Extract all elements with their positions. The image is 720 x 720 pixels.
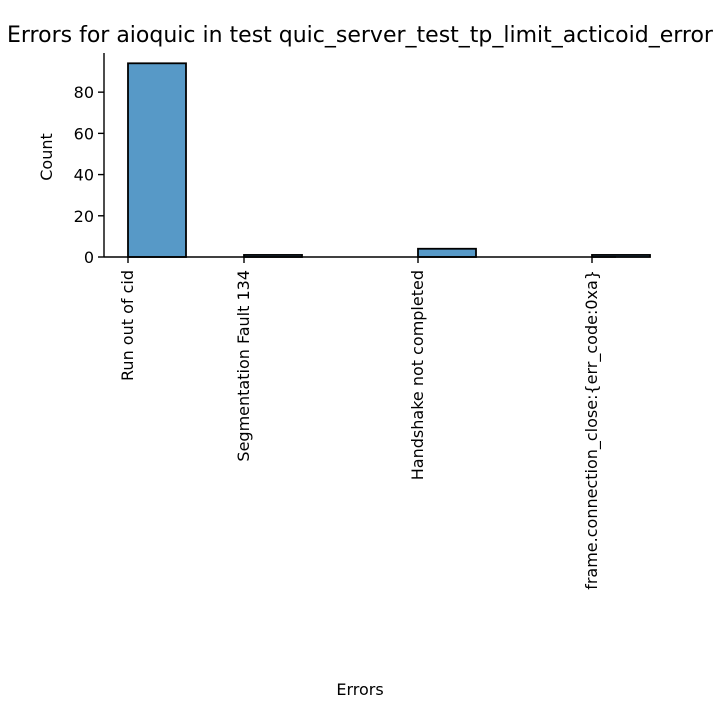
x-ticks-group: Run out of cid Segmentation Fault 134 Hand… (118, 257, 602, 590)
y-tick-label-1: 20 (74, 207, 94, 226)
bar-4 (591, 254, 651, 258)
y-tick-label-4: 80 (74, 83, 94, 102)
x-tick-label-1: Segmentation Fault 134 (234, 270, 253, 462)
x-tick-label-3: frame.connection_close:{err_code:0xa} (582, 270, 602, 590)
bars-group (127, 62, 651, 258)
chart-title: Errors for aioquic in test quic_server_t… (7, 23, 714, 48)
bar-1 (127, 62, 187, 258)
y-tick-label-3: 60 (74, 124, 94, 143)
bar-3 (417, 247, 477, 258)
x-axis-label: Errors (336, 680, 383, 699)
x-tick-label-2: Handshake not completed (408, 270, 427, 480)
y-tick-label-2: 40 (74, 166, 94, 185)
y-tick-label-0: 0 (84, 248, 94, 267)
x-tick-label-0: Run out of cid (118, 270, 137, 381)
y-axis-label: Count (37, 133, 56, 181)
y-ticks-group: 0 20 40 60 80 (74, 83, 104, 267)
